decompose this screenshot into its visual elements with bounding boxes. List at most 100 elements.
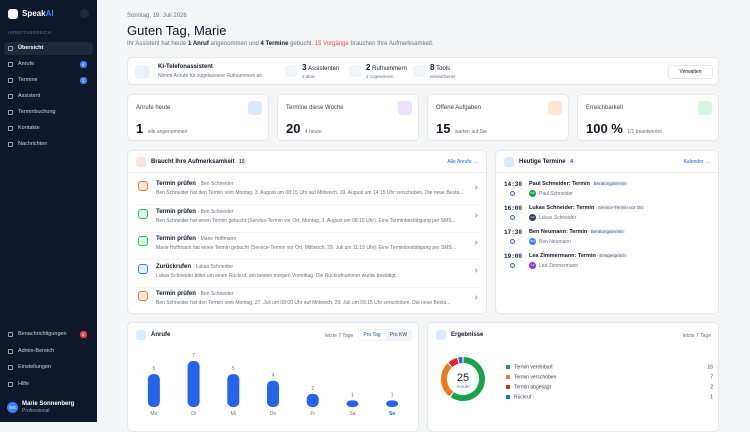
legend-value: 1 [710, 395, 713, 401]
x-tick-label: Sa [349, 411, 355, 417]
appointment-time: 17:30 [504, 229, 522, 236]
value-label: 7 [192, 353, 195, 359]
appointment-person: Lukas Schneider [539, 215, 576, 221]
legend-label: Termin vereinbart [514, 365, 553, 371]
stat-label: Rufnummern [372, 66, 407, 72]
stat-icon [413, 65, 425, 77]
appointment-avatar: LS [529, 214, 536, 221]
attention-item[interactable]: Termin prüfen · Marie Hoffmann Marie Hoff… [128, 234, 486, 260]
appointment-avatar: BN [529, 238, 536, 245]
appointments-title: Heutige Termine 4 [519, 158, 576, 166]
divider [136, 259, 478, 260]
attention-panel: Braucht Ihre Aufmerksamkeit 15 Alle Anru… [127, 150, 487, 314]
summary-part: 15 Vorgänge [315, 41, 349, 47]
nav-item[interactable]: Terminbuchung [4, 106, 93, 119]
attention-item-head: Termin prüfen · Marie Hoffmann [156, 236, 236, 242]
assistant-subtitle: Nimmt Anrufe für zugelassene Rufnummern … [158, 73, 262, 79]
stat-card-icon [248, 101, 262, 115]
attention-item-title: Termin prüfen [156, 209, 196, 215]
legend-label: Termin verschoben [514, 375, 556, 381]
nav-icon [8, 62, 13, 67]
calendar-link[interactable]: Kalender → [684, 159, 710, 165]
toggle-day[interactable]: Pro Tag [359, 330, 385, 340]
summary: Ihr Assistent hat heute 1 Anruf angenomm… [127, 41, 434, 47]
attention-item-text: Marie Hoffmann hat einen Termin gebucht … [156, 245, 466, 251]
nav-icon [8, 94, 13, 99]
appointment-avatar: PS [529, 190, 536, 197]
nav-item[interactable]: Einstellungen [4, 361, 93, 374]
stat-icon [285, 65, 297, 77]
results-title: Ergebnisse [451, 332, 483, 338]
legend-swatch [506, 395, 510, 399]
legend-label: Rückruf [514, 395, 532, 401]
appointment-tag: Beratungstermin [592, 181, 629, 186]
nav-item[interactable]: Übersicht [4, 42, 93, 55]
appointment-dot [510, 239, 515, 244]
nav-item[interactable]: Kontakte [4, 122, 93, 135]
nav-icon [8, 110, 13, 115]
all-calls-link[interactable]: Alle Anrufe → [447, 159, 478, 165]
nav-label: Einstellungen [18, 364, 51, 370]
stat-card-sub: 1/1 beantwortet [627, 129, 661, 135]
collapse-button[interactable] [80, 9, 89, 18]
bar [307, 394, 319, 407]
brand-name: Speak [22, 9, 46, 18]
x-tick-label: Mi [231, 411, 236, 417]
chevron [473, 185, 477, 189]
user-avatar: MS [7, 402, 18, 413]
nav-label: Benachrichtigungen [18, 331, 67, 337]
x-tick-label: Fr [310, 411, 315, 417]
appointment-person: Ben Neumann [539, 239, 571, 245]
x-tick-label: Di [191, 411, 196, 417]
value-label: 2 [311, 386, 314, 392]
stat-card-value-row: 20 4 heute [286, 120, 322, 138]
date: Sonntag, 19. Juli 2026 [127, 13, 187, 19]
value-label: 1 [391, 392, 394, 398]
attention-item-text: Ben Schneider hat den Termin vom Montag,… [156, 190, 466, 196]
assistant-bar: KI-Telefonassistent Nimmt Anrufe für zug… [127, 57, 719, 85]
user-name[interactable]: Marie Sonnenberg [22, 401, 74, 407]
appointment-dot [510, 215, 515, 220]
nav-item[interactable]: Assistent [4, 90, 93, 103]
chevron [473, 268, 477, 272]
attention-item-title: Termin prüfen [156, 181, 196, 187]
attention-item-title: Termin prüfen [156, 236, 196, 242]
x-tick-label: So [389, 411, 395, 417]
nav-icon [8, 365, 13, 370]
toggle-week[interactable]: Pro KW [386, 330, 411, 340]
brand-accent: AI [46, 9, 54, 18]
legend-value: 2 [710, 385, 713, 391]
stat-card-sub: 4 heute [305, 129, 322, 135]
legend-label: Termin abgesagt [514, 385, 552, 391]
nav-badge: 4 [80, 61, 87, 68]
appointment-person: Paul Schneider [539, 191, 573, 197]
nav-item[interactable]: Admin-Bereich [4, 345, 93, 358]
attention-item-text: Ben Schneider hat den Termin vom Montag,… [156, 300, 466, 306]
nav-item[interactable]: Hilfe [4, 378, 93, 391]
stat-card-value-row: 100 % 1/1 beantwortet [586, 120, 662, 138]
appointment-dot [510, 263, 515, 268]
manage-button[interactable]: Verwalten [668, 65, 713, 79]
nav-item[interactable]: Nachrichten [4, 138, 93, 151]
bar [227, 374, 239, 407]
attention-item-icon [138, 181, 148, 191]
legend-value: 7 [710, 375, 713, 381]
divider [136, 232, 478, 233]
donut-segment [450, 361, 457, 365]
nav-label: Terminbuchung [18, 109, 56, 115]
